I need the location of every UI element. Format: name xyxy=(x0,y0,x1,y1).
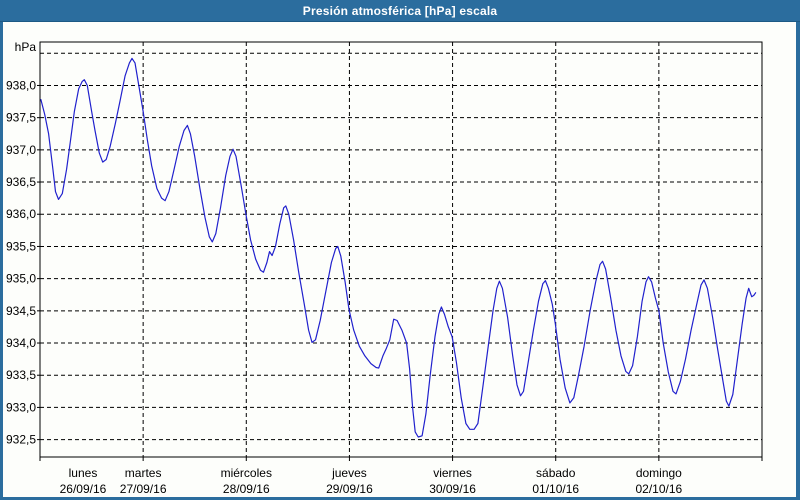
y-tick-label: 935,0 xyxy=(6,272,36,286)
y-tick-label: 933,0 xyxy=(6,400,36,414)
y-tick-label: 936,5 xyxy=(6,175,36,189)
day-date-label: 02/10/16 xyxy=(635,482,682,496)
y-tick-label: 937,5 xyxy=(6,111,36,125)
y-tick-label: 932,5 xyxy=(6,433,36,447)
day-name-label: miércoles xyxy=(221,466,272,480)
y-tick-label: 936,0 xyxy=(6,207,36,221)
day-name-label: lunes xyxy=(69,466,98,480)
day-name-label: domingo xyxy=(636,466,682,480)
day-name-label: jueves xyxy=(331,466,367,480)
day-name-label: sábado xyxy=(536,466,576,480)
pressure-line xyxy=(40,57,757,438)
plot-frame xyxy=(39,41,763,458)
y-tick-label: 937,0 xyxy=(6,143,36,157)
y-tick-label: 934,5 xyxy=(6,304,36,318)
day-date-label: 01/10/16 xyxy=(532,482,579,496)
day-name-label: martes xyxy=(125,466,162,480)
y-tick-label: 935,5 xyxy=(6,239,36,253)
day-date-label: 29/09/16 xyxy=(326,482,373,496)
title-bar: Presión atmosférica [hPa] escala xyxy=(0,0,800,22)
chart-background xyxy=(3,22,796,497)
day-name-label: viernes xyxy=(433,466,472,480)
day-date-label: 30/09/16 xyxy=(429,482,476,496)
y-tick-label: 933,5 xyxy=(6,368,36,382)
y-tick-label: 938,0 xyxy=(6,78,36,92)
day-date-label: 28/09/16 xyxy=(223,482,270,496)
day-date-label: 26/09/16 xyxy=(60,482,107,496)
day-date-label: 27/09/16 xyxy=(120,482,167,496)
window-title: Presión atmosférica [hPa] escala xyxy=(302,3,498,18)
y-tick-label: 934,0 xyxy=(6,336,36,350)
y-axis-unit-label: hPa xyxy=(15,40,37,54)
